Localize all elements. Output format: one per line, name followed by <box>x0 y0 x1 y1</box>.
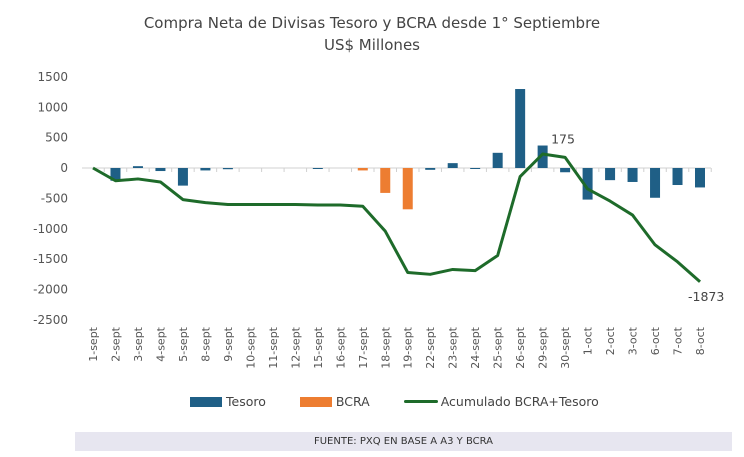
legend-label: Acumulado BCRA+Tesoro <box>440 394 599 409</box>
bar-tesoro <box>560 168 571 173</box>
y-tick-label: 1500 <box>37 70 68 84</box>
bar-tesoro <box>155 168 166 172</box>
data-label: 175 <box>551 131 575 146</box>
x-tick-label: 30-sept <box>559 326 572 368</box>
x-tick-label: 16-sept <box>334 326 347 368</box>
bar-tesoro <box>177 168 188 186</box>
legend-label: Tesoro <box>226 394 266 409</box>
x-tick-label: 17-sept <box>357 326 370 368</box>
bar-bcra <box>402 168 413 210</box>
bar-tesoro <box>627 168 638 182</box>
y-tick-label: 0 <box>60 161 68 175</box>
x-tick-label: 1-sept <box>87 326 100 361</box>
bar-tesoro <box>672 168 683 186</box>
x-tick-label: 25-sept <box>492 326 505 368</box>
legend-item-acumulado: Acumulado BCRA+Tesoro <box>403 394 599 409</box>
bar-tesoro <box>312 168 323 169</box>
x-tick-label: 5-sept <box>177 326 190 361</box>
x-tick-label: 22-sept <box>424 326 437 368</box>
bar-tesoro <box>110 168 121 181</box>
y-tick-label: -2500 <box>33 313 68 327</box>
y-tick-label: -500 <box>41 191 68 205</box>
bar-tesoro <box>582 168 593 200</box>
y-tick-label: 500 <box>45 131 68 145</box>
bar-bcra <box>380 168 391 193</box>
y-tick-label: -2000 <box>33 283 68 297</box>
x-tick-label: 12-sept <box>289 326 302 368</box>
x-tick-label: 9-sept <box>222 326 235 361</box>
bar-tesoro <box>650 168 661 198</box>
y-tick-label: -1000 <box>33 222 68 236</box>
x-tick-label: 6-oct <box>649 326 662 355</box>
data-label: -1873 <box>688 289 724 304</box>
x-tick-label: 10-sept <box>244 326 257 368</box>
legend-label: BCRA <box>335 394 370 409</box>
x-tick-label: 4-sept <box>154 326 167 361</box>
legend-swatch <box>299 396 332 407</box>
bar-tesoro <box>447 163 458 168</box>
legend-item-bcra: BCRA <box>299 394 370 409</box>
x-tick-label: 19-sept <box>402 326 415 368</box>
legend: Tesoro BCRA Acumulado BCRA+Tesoro <box>190 394 633 409</box>
x-tick-label: 2-sept <box>109 326 122 361</box>
legend-swatch <box>403 400 438 403</box>
x-tick-label: 7-oct <box>672 326 685 355</box>
x-tick-label: 8-oct <box>694 326 707 355</box>
bar-tesoro <box>200 168 211 171</box>
bar-tesoro <box>222 168 233 170</box>
x-tick-label: 11-sept <box>267 326 280 368</box>
x-tick-label: 23-sept <box>447 326 460 368</box>
bar-tesoro <box>425 168 436 170</box>
bar-tesoro <box>132 166 143 168</box>
x-tick-label: 18-sept <box>379 326 392 368</box>
bar-tesoro <box>470 168 481 169</box>
legend-item-tesoro: Tesoro <box>190 394 266 409</box>
x-tick-label: 29-sept <box>537 326 550 368</box>
bar-tesoro <box>695 168 705 188</box>
bar-tesoro <box>605 168 616 181</box>
x-tick-label: 24-sept <box>469 326 482 368</box>
chart-title: Compra Neta de Divisas Tesoro y BCRA des… <box>143 14 601 32</box>
x-tick-label: 8-sept <box>199 326 212 361</box>
y-tick-label: -1500 <box>33 252 68 266</box>
x-tick-label: 3-sept <box>132 326 145 361</box>
legend-swatch <box>190 396 222 407</box>
x-tick-label: 1-oct <box>582 326 595 355</box>
x-tick-label: 15-sept <box>312 326 325 368</box>
bar-tesoro <box>492 152 503 168</box>
source-footer: FUENTE: PXQ EN BASE A A3 Y BCRA <box>75 432 732 451</box>
x-tick-label: 26-sept <box>514 326 527 368</box>
x-tick-label: 2-oct <box>604 326 617 355</box>
bar-bcra <box>357 168 368 171</box>
bar-tesoro <box>515 89 526 168</box>
bar-tesoro <box>537 145 548 168</box>
y-tick-label: 1000 <box>37 100 68 114</box>
x-tick-label: 3-oct <box>627 326 640 355</box>
line-acumulado <box>92 152 701 283</box>
chart-subtitle: US$ Millones <box>324 36 420 54</box>
